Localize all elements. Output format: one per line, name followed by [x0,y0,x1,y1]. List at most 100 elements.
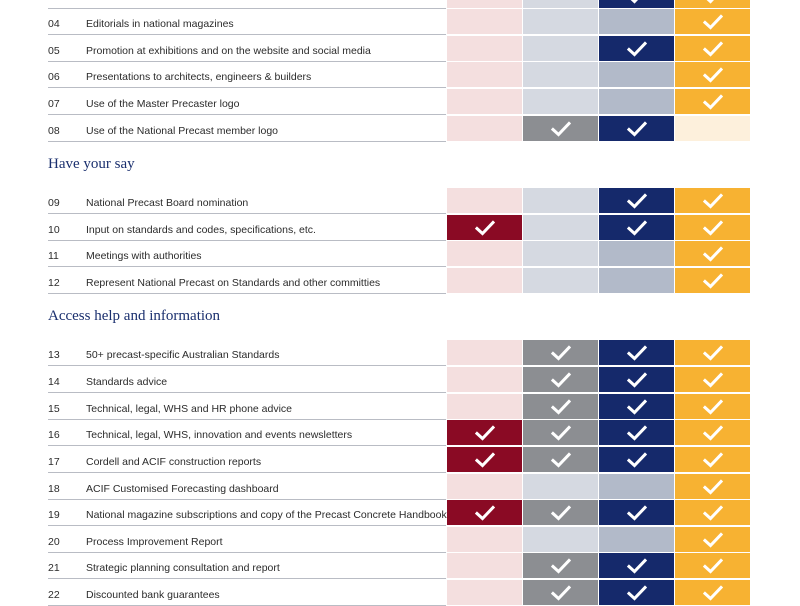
tier-3-cell [599,580,674,606]
tier-2-cell [523,340,598,366]
checkmark-icon [550,121,572,137]
tier-1-cell [447,447,522,473]
tier-2-cell [523,116,598,142]
tier-2-cell [523,474,598,500]
row-label: Strategic planning consultation and repo… [86,562,280,574]
table-row: 13 50+ precast-specific Australian Standa… [48,340,446,366]
tier-3-cell [599,116,674,142]
row-label: Promotion at exhibitions and on the webs… [86,45,371,57]
tier-4-cell [675,580,750,606]
table-row: 12 Represent National Precast on Standard… [48,268,446,294]
tier-4-cell [675,241,750,267]
row-number: 12 [48,277,60,289]
checkmark-icon [626,558,648,574]
checkmark-icon [702,558,724,574]
checkmark-icon [550,345,572,361]
table-row: 15 Technical, legal, WHS and HR phone adv… [48,394,446,420]
checkmark-icon [702,14,724,30]
tier-4-cell [675,268,750,294]
tier-4-cell [675,474,750,500]
row-number: 14 [48,376,60,388]
tier-2-cell [523,9,598,35]
checkmark-icon [702,94,724,110]
checkmark-icon [550,452,572,468]
tier-1-cell [447,394,522,420]
row-number: 08 [48,125,60,137]
table-row: 21 Strategic planning consultation and re… [48,553,446,579]
table-row: 22 Discounted bank guarantees [48,580,446,606]
row-label: Technical, legal, WHS and HR phone advic… [86,403,293,415]
tier-1-cell [447,268,522,294]
row-label: Represent National Precast on Standards … [86,277,381,289]
tier-4-cell [675,0,750,9]
checkmark-icon [702,399,724,415]
row-number: 21 [48,562,60,574]
tier-4-cell [675,62,750,88]
table-row: 07 Use of the Master Precaster logo [48,89,446,115]
row-label: Input on standards and codes, specificat… [86,224,316,236]
tier-4-cell [675,367,750,393]
checkmark-icon [550,425,572,441]
checkmark-icon [626,193,648,209]
tier-2-cell [523,394,598,420]
tier-3-cell [599,0,674,9]
tier-3-cell [599,9,674,35]
table-row: 18 ACIF Customised Forecasting dashboard [48,474,446,500]
checkmark-icon [626,345,648,361]
row-number: 09 [48,197,60,209]
table-row: 14 Standards advice [48,367,446,393]
tier-2-cell [523,268,598,294]
tier-2-cell [523,420,598,446]
row-number: 04 [48,18,60,30]
row-number: 07 [48,98,60,110]
row-label: Process Improvement Report [86,536,223,548]
tier-1-cell [447,0,522,9]
checkmark-icon [626,220,648,236]
tier-3-cell [599,474,674,500]
tier-2-cell [523,188,598,214]
tier-1-cell [447,580,522,606]
tier-4-cell [675,36,750,62]
tier-1-cell [447,474,522,500]
checkmark-icon [626,505,648,521]
row-number: 18 [48,483,60,495]
row-label: National Precast Board nomination [86,197,249,209]
tier-4-cell [675,500,750,526]
row-label: Use of the National Precast member logo [86,125,279,137]
checkmark-icon [550,399,572,415]
tier-4-cell [675,116,750,142]
table-row: 20 Process Improvement Report [48,527,446,553]
table-row: 06 Presentations to architects, engineers… [48,62,446,88]
row-label: Discounted bank guarantees [86,589,220,601]
tier-1-cell [447,553,522,579]
checkmark-icon [626,452,648,468]
table-row: 19 National magazine subscriptions and co… [48,500,447,526]
row-label: Use of the Master Precaster logo [86,98,240,110]
checkmark-icon [702,273,724,289]
checkmark-icon [626,585,648,601]
row-label: Cordell and ACIF construction reports [86,456,262,468]
checkmark-icon [626,372,648,388]
row-number: 10 [48,224,60,236]
tier-1-cell [447,36,522,62]
section-heading: Have your say [48,156,135,172]
tier-4-cell [675,420,750,446]
row-number: 15 [48,403,60,415]
table-row: 09 National Precast Board nomination [48,188,446,214]
tier-3-cell [599,340,674,366]
tier-3-cell [599,215,674,241]
checkmark-icon [627,0,647,4]
tier-2-cell [523,89,598,115]
checkmark-icon [702,345,724,361]
checkmark-icon [550,558,572,574]
row-label: 50+ precast-specific Australian Standard… [86,349,280,361]
tier-3-cell [599,241,674,267]
row-label: Technical, legal, WHS, innovation and ev… [86,429,353,441]
tier-4-cell [675,340,750,366]
checkmark-icon [550,372,572,388]
tier-2-cell [523,553,598,579]
checkmark-icon [702,41,724,57]
tier-3-cell [599,367,674,393]
row-number: 06 [48,71,60,83]
row-number: 20 [48,536,60,548]
